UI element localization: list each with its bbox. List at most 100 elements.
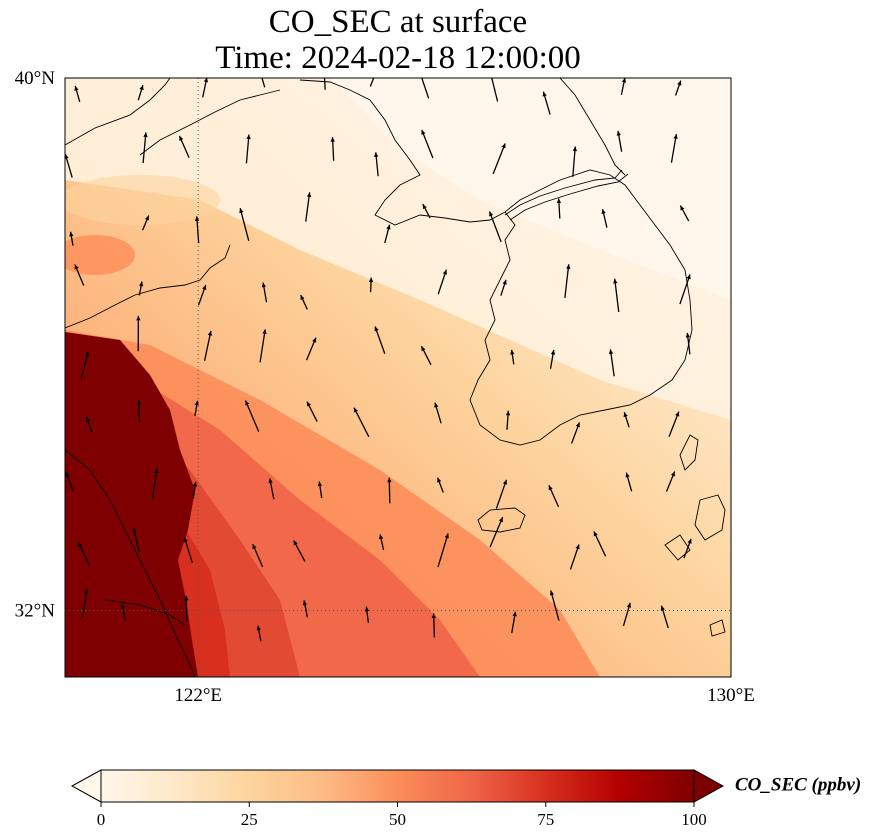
wind-arrow-head [387,477,392,483]
wind-arrow-head [550,349,556,355]
wind-arrow-head [422,204,427,210]
wind-arrow-head [194,216,200,221]
wind-arrow-head [139,85,144,91]
wind-arrow-head [144,215,150,221]
wind-arrow-shaft [679,274,691,305]
wind-arrow-head [364,606,370,612]
wind-arrow-head [510,349,515,355]
wind-arrow-head [374,326,379,332]
wind-arrow-head [368,277,374,283]
wind-arrow-head [601,209,606,214]
wind-arrow-head [417,65,421,70]
wind-arrow-shaft [239,208,250,241]
wind-arrow-shaft [245,134,250,164]
wind-arrow-shaft [492,143,506,175]
wind-arrow-head [608,349,614,355]
wind-arrow-head [179,135,184,141]
wind-arrow-head [379,54,383,59]
wind-arrow-head [616,130,621,136]
wind-arrow-head [670,471,675,477]
wind-arrow-head [84,588,89,594]
map-frame [64,77,732,678]
wind-arrow-head [575,422,580,428]
wind-arrow-shaft [261,78,266,88]
wind-arrow-head [421,129,426,135]
wind-arrow-shaft [421,129,434,159]
wind-arrow-shaft [244,400,260,432]
wind-arrow-head [154,468,159,474]
lat-tick-label: 32°N [15,600,56,621]
wind-arrow-head [192,481,198,487]
wind-arrow-head [575,544,580,550]
wind-arrow-head [69,231,74,237]
wind-arrow-head [548,485,553,491]
wind-arrow-head [85,417,90,423]
wind-arrow-head [184,595,189,601]
wind-arrow-shaft [323,78,326,90]
wind-arrow-head [317,481,323,487]
wind-arrow-head [431,613,436,618]
colorbar-ticks: 0 25 50 75 100 [97,802,707,829]
wind-arrow-head [677,80,682,86]
wind-arrow-shaft [670,134,677,163]
concentration-field [65,78,731,677]
wind-arrow-shaft [374,326,386,354]
wind-arrow-head [293,540,298,546]
wind-arrow-head [207,330,213,336]
wind-arrow-head [239,208,244,214]
wind-arrow-head [330,137,335,142]
wind-arrow-head [138,281,144,287]
wind-arrow-head [687,538,692,544]
colorbar-tick-label: 75 [537,810,554,829]
wind-arrow-head [613,278,618,284]
wind-arrow-head [502,479,508,485]
wind-arrow-head [306,401,311,407]
colorbar-label: CO_SEC (ppbv) [735,774,861,795]
lon-tick-label: 122°E [174,685,222,706]
wind-arrow-shaft [609,349,615,377]
wind-arrow-head [120,604,126,609]
wind-arrow-head [374,152,379,158]
wind-arrow-head [549,590,555,596]
wind-arrow-head [136,315,141,321]
colorbar-tick-label: 0 [97,810,106,829]
wind-arrow-shaft [82,588,88,618]
wind-arrow-shaft [203,330,212,361]
wind-arrow-head [252,544,257,550]
wind-arrow-head [675,411,680,417]
wind-arrow-head [501,143,506,149]
wind-arrow-head [502,279,507,285]
wind-arrow-head [203,78,209,83]
colorbar-bar [100,769,695,803]
wind-arrow-head [673,134,678,139]
wind-arrow-head [132,527,137,533]
wind-arrow-shaft [614,278,620,313]
wind-arrow-shaft [80,351,89,379]
wind-arrow-head [300,295,305,301]
wind-arrow-head [256,625,261,631]
wind-arrow-head [623,412,628,418]
wind-arrow-head [302,600,308,606]
wind-arrow-shaft [259,329,266,363]
wind-arrow-head [143,132,148,138]
wind-arrow-head [626,602,632,608]
wind-arrow-head [268,478,273,484]
wind-arrow-head [245,400,250,406]
wind-arrow-head [660,605,665,611]
wind-arrow-head [686,274,691,280]
wind-arrow-head [85,351,90,357]
wind-arrow-head [246,134,251,140]
wind-arrow-shaft [550,590,560,621]
wind-arrow-shaft [369,78,375,87]
wind-arrow-head [257,63,261,68]
wind-arrow-head [625,472,630,478]
wind-arrow-head [65,154,69,159]
wind-arrow-head [572,146,578,152]
wind-vectors [65,54,692,642]
wind-arrow-head [444,533,449,539]
colorbar-min-extend [70,769,102,803]
wind-arrow-head [685,332,691,338]
wind-arrow-shaft [488,211,502,243]
wind-arrow-shaft [353,407,370,438]
